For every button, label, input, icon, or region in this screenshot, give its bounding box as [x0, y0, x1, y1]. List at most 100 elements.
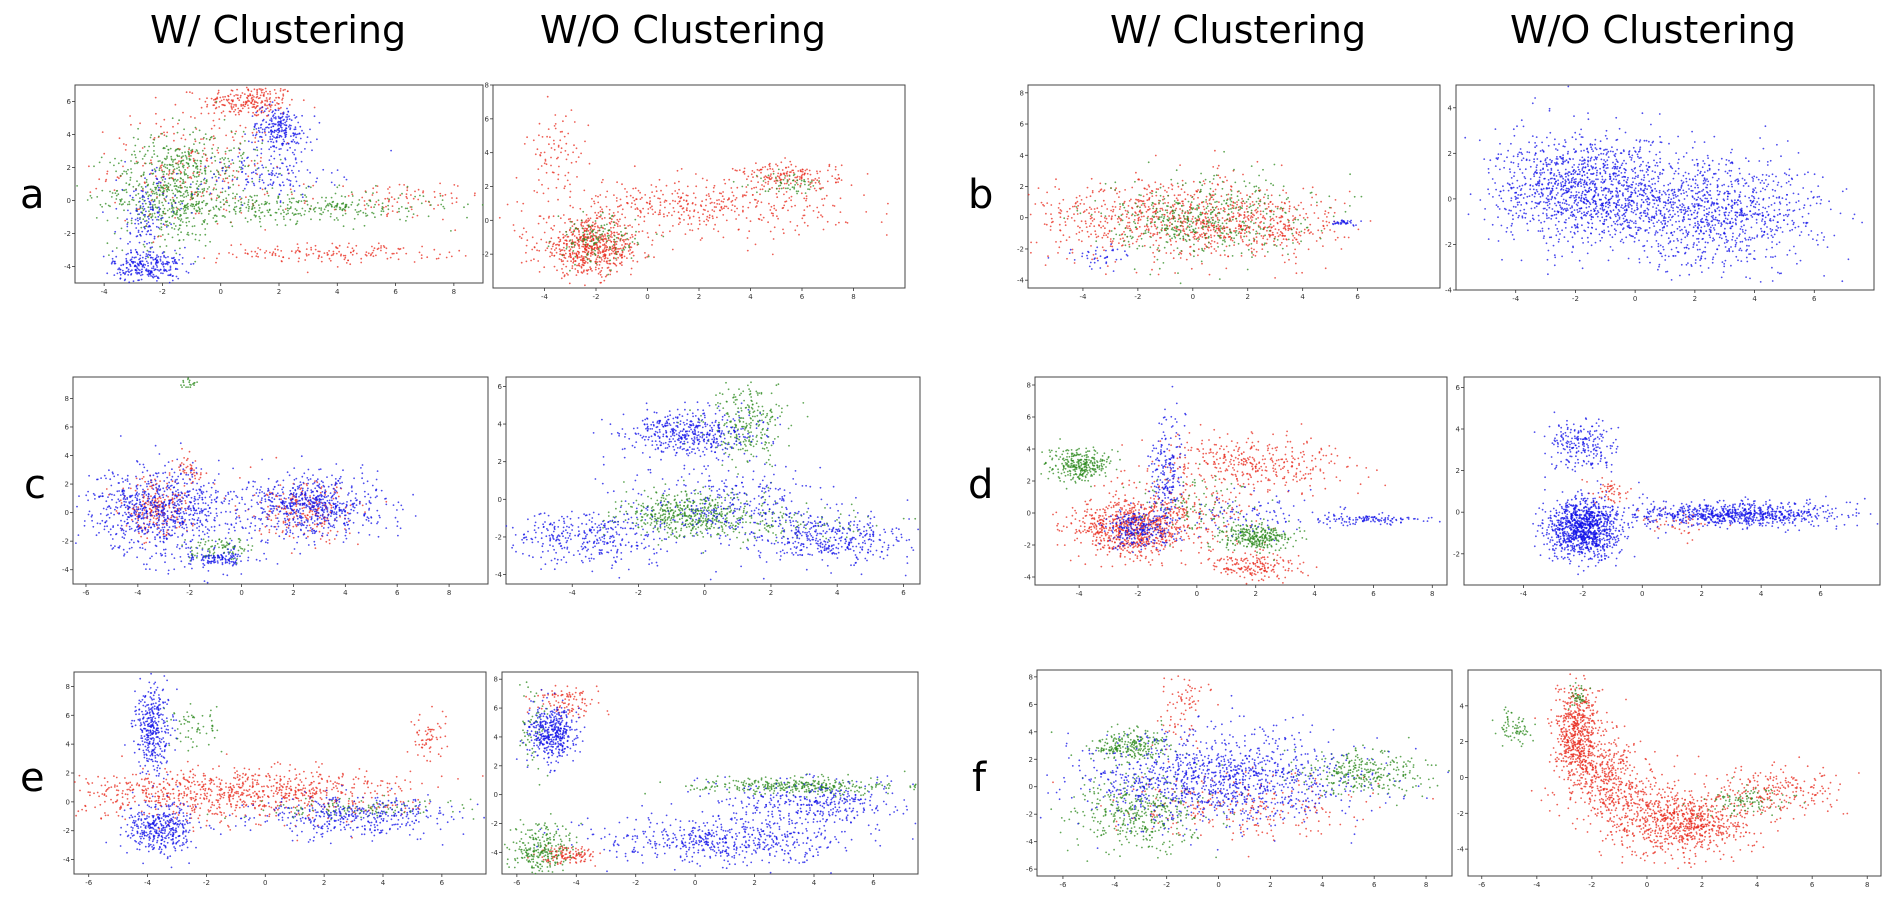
scatter-point: [178, 259, 181, 261]
scatter-point: [1315, 193, 1317, 196]
scatter-point: [204, 173, 207, 175]
scatter-point: [160, 176, 163, 179]
scatter-point: [608, 213, 611, 215]
scatter-point: [328, 257, 331, 260]
scatter-point: [1198, 207, 1200, 209]
scatter-point: [165, 173, 168, 175]
scatter-point: [583, 189, 586, 192]
scatter-point: [133, 150, 136, 153]
scatter-point: [578, 247, 581, 250]
scatter-point: [1315, 240, 1318, 242]
scatter-point: [1227, 255, 1230, 258]
scatter-point: [199, 191, 202, 193]
scatter-point: [630, 257, 633, 259]
scatter-point: [1210, 236, 1213, 239]
scatter-point: [286, 169, 289, 172]
scatter-point: [562, 233, 564, 236]
scatter-point: [743, 170, 746, 173]
scatter-point: [191, 148, 194, 151]
scatter-point: [121, 188, 124, 191]
scatter-point: [253, 125, 256, 128]
scatter-point: [799, 176, 801, 178]
scatter-point: [645, 201, 648, 204]
scatter-point: [1172, 205, 1175, 208]
scatter-point: [187, 234, 190, 236]
scatter-point: [421, 245, 423, 248]
scatter-point: [262, 181, 265, 184]
scatter-point: [235, 105, 238, 107]
scatter-point: [582, 210, 585, 213]
scatter-point: [692, 192, 695, 195]
scatter-point: [712, 190, 715, 193]
scatter-point: [166, 167, 169, 170]
scatter-point: [1200, 221, 1202, 223]
scatter-point: [209, 240, 212, 243]
scatter-point: [261, 131, 264, 134]
scatter-point: [155, 275, 158, 277]
scatter-point: [314, 248, 317, 251]
scatter-point: [127, 168, 129, 171]
scatter-point: [587, 247, 590, 249]
scatter-point: [277, 124, 279, 127]
scatter-point: [139, 206, 142, 209]
scatter-point: [313, 115, 316, 118]
scatter-point: [149, 203, 152, 206]
scatter-point: [822, 186, 824, 189]
scatter-point: [286, 194, 289, 196]
scatter-point: [255, 214, 257, 217]
scatter-point: [1136, 199, 1139, 201]
scatter-point: [222, 178, 225, 180]
scatter-point: [130, 123, 132, 126]
scatter-point: [171, 207, 173, 210]
scatter-point: [610, 252, 613, 255]
scatter-point: [700, 205, 703, 208]
scatter-point: [1135, 171, 1137, 174]
scatter-point: [565, 142, 568, 145]
scatter-point: [264, 131, 266, 134]
scatter-point: [308, 185, 310, 188]
scatter-point: [150, 191, 153, 193]
scatter-point: [261, 106, 264, 109]
scatter-point: [805, 197, 808, 200]
scatter-point: [297, 246, 300, 249]
scatter-point: [228, 165, 231, 167]
scatter-point: [410, 208, 413, 211]
scatter-point: [180, 137, 183, 140]
scatter-point: [269, 119, 271, 122]
scatter-point: [148, 218, 150, 220]
scatter-point: [152, 204, 154, 206]
scatter-point: [651, 239, 654, 242]
scatter-point: [1249, 217, 1252, 219]
scatter-point: [287, 142, 290, 145]
scatter-point: [801, 170, 804, 173]
scatter-point: [805, 199, 807, 202]
scatter-point: [1256, 242, 1258, 244]
scatter-point: [171, 260, 174, 263]
scatter-point: [293, 128, 296, 131]
scatter-point: [180, 156, 183, 159]
scatter-point: [178, 119, 181, 122]
scatter-point: [1154, 154, 1157, 157]
scatter-point: [525, 231, 528, 233]
scatter-point: [150, 134, 153, 136]
scatter-point: [551, 252, 553, 255]
scatter-point: [294, 157, 297, 160]
x-tick-label: -2: [593, 293, 600, 301]
scatter-point: [175, 185, 177, 187]
scatter-point: [577, 241, 580, 243]
scatter-point: [165, 135, 168, 138]
scatter-point: [241, 135, 244, 138]
scatter-point: [167, 174, 170, 176]
scatter-point: [608, 208, 611, 211]
y-tick-label: 2: [485, 183, 489, 191]
scatter-point: [1058, 202, 1061, 205]
scatter-point: [333, 219, 336, 221]
scatter-point: [247, 99, 250, 102]
scatter-point: [560, 147, 563, 150]
scatter-point: [599, 271, 601, 274]
scatter-point: [736, 207, 738, 210]
scatter-point: [167, 186, 170, 188]
scatter-point: [102, 255, 105, 258]
scatter-point: [560, 151, 562, 154]
scatter-point: [553, 249, 556, 251]
